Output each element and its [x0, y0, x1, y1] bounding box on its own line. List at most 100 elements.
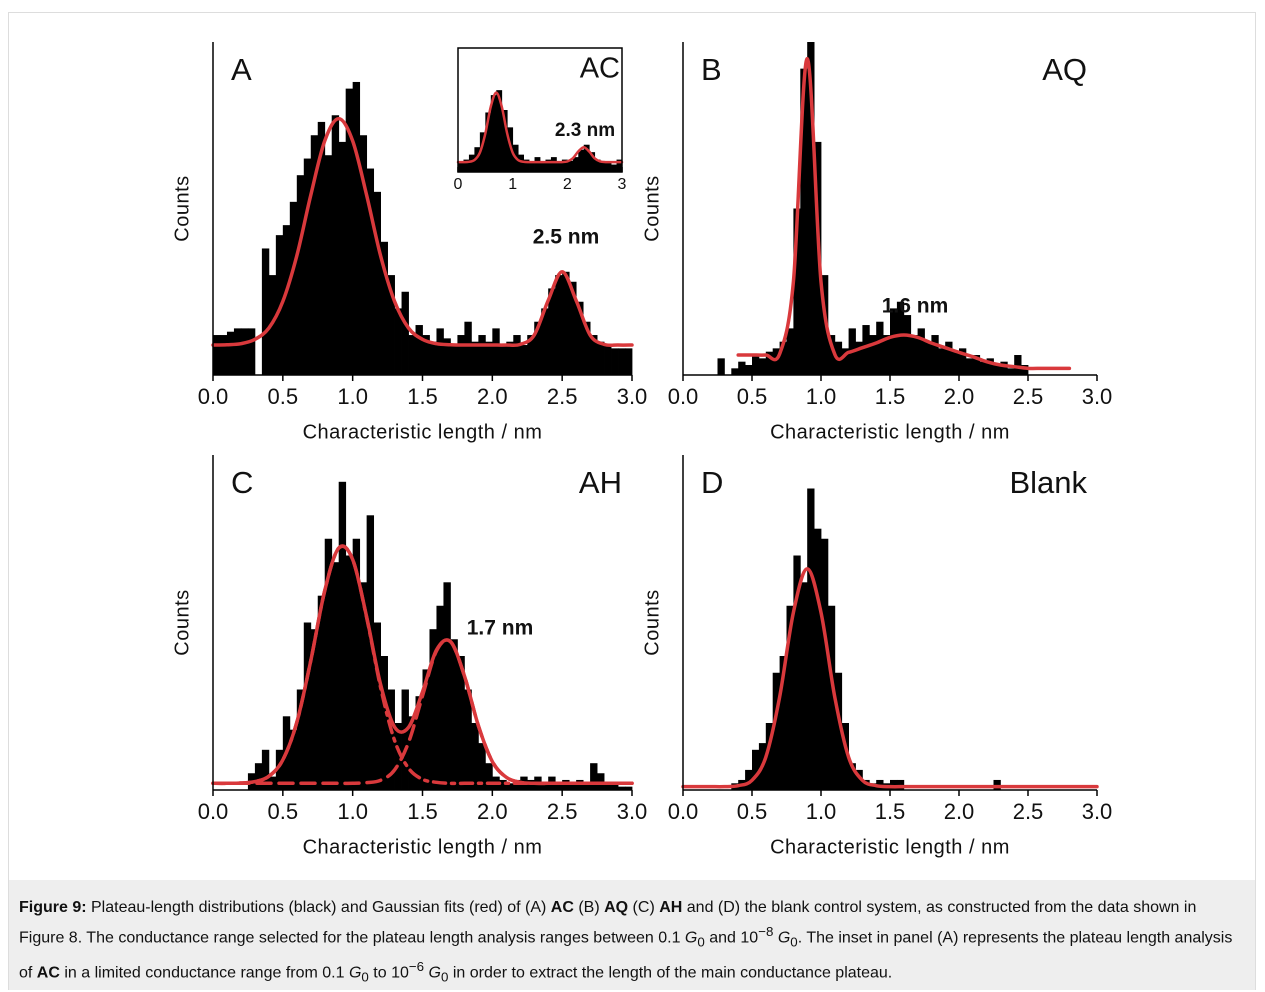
x-tick-label: 2.5 — [547, 799, 578, 824]
histogram-bar — [534, 157, 541, 172]
histogram-bar — [910, 335, 918, 375]
caption-text: AC — [550, 899, 574, 916]
histogram-bar — [841, 348, 849, 375]
histogram-bar — [583, 321, 591, 375]
histogram-bar — [394, 308, 402, 375]
panel-label: A — [231, 52, 252, 87]
x-tick-label: 0.0 — [198, 384, 229, 409]
histogram-bar — [758, 358, 767, 375]
histogram-bar — [373, 191, 381, 375]
caption-text: G — [684, 929, 698, 947]
histogram-bar — [261, 749, 270, 790]
x-tick-label: 1.5 — [875, 384, 906, 409]
histogram-bar — [247, 328, 256, 375]
caption-text: −6 — [408, 958, 425, 974]
panel-title: AQ — [1042, 52, 1087, 87]
caption-text: in order to extract the length of the ma… — [448, 963, 893, 981]
histogram-bar — [993, 365, 1001, 375]
gaussian-fit — [681, 567, 1099, 789]
histogram-bar — [324, 155, 333, 375]
histogram-bar — [254, 763, 263, 790]
histogram-bar — [903, 315, 912, 375]
histogram-bar — [527, 335, 535, 375]
caption-text: in a limited conductance range from 0.1 — [59, 963, 349, 981]
histogram-bar — [338, 481, 347, 790]
histogram-bar — [492, 328, 500, 375]
x-tick-label: 1.0 — [337, 799, 368, 824]
caption-text: (B) — [573, 899, 605, 916]
x-axis-label: Characteristic length / nm — [303, 421, 543, 443]
histogram-bar — [429, 629, 437, 790]
y-axis-label: Counts — [171, 589, 193, 655]
y-axis-label: Counts — [171, 175, 193, 241]
histogram-bar — [529, 162, 535, 172]
histogram-bar — [576, 301, 584, 375]
histogram-bar — [924, 341, 932, 375]
histogram-bar — [569, 783, 577, 790]
histogram-bar — [965, 358, 974, 375]
x-tick-label: 0.0 — [198, 799, 229, 824]
histogram-bar — [611, 164, 617, 172]
histogram-bar — [779, 341, 787, 375]
histogram-bar — [896, 301, 905, 375]
caption-text: and (D) the blank control system, as con… — [19, 899, 1197, 947]
histogram-bar — [931, 335, 939, 375]
histogram-bar — [611, 783, 619, 790]
caption-text: AQ — [604, 899, 629, 916]
panel-title: Blank — [1009, 465, 1087, 500]
histogram-bar — [303, 158, 312, 375]
histogram-bar — [345, 555, 354, 790]
histogram-bar — [387, 689, 395, 790]
histogram-bar — [394, 723, 402, 790]
histogram-bar — [436, 605, 444, 790]
histogram-bar — [303, 622, 312, 790]
histogram-bar — [752, 355, 760, 375]
caption-text: 0 — [697, 934, 705, 950]
gaussian-fit — [211, 116, 634, 348]
histogram-bar — [834, 672, 843, 790]
panel-label: D — [701, 465, 723, 500]
caption-text: G — [777, 929, 791, 947]
histogram-bar — [289, 729, 298, 790]
histogram-bar — [422, 335, 430, 375]
histogram-bar — [605, 162, 612, 172]
histogram-bar — [625, 348, 633, 375]
histogram-bar — [765, 723, 774, 790]
gaussian-fit — [456, 91, 624, 164]
histogram-bar — [485, 341, 493, 375]
histogram-bar — [541, 783, 549, 790]
histogram-bar — [772, 348, 780, 375]
histogram-bar — [890, 308, 898, 375]
histogram-bar — [380, 241, 388, 375]
histogram-bar — [800, 68, 808, 375]
histogram-bar — [1014, 355, 1022, 375]
histogram-bar — [458, 162, 464, 172]
histogram-bar — [240, 328, 249, 375]
histogram-bar — [945, 341, 953, 375]
histogram-bar — [786, 328, 794, 375]
histogram-bar — [541, 308, 549, 375]
panel: 0.0 0.5 1.0 1.5 2.0 2.5 3.0 A AC Characteristic l… — [171, 42, 647, 443]
histogram-bar — [408, 335, 416, 375]
histogram-bar — [296, 175, 305, 375]
histogram-bar — [324, 538, 333, 790]
histogram-bar — [219, 335, 228, 375]
inset-frame — [457, 47, 623, 173]
caption: Figure 9: Plateau-length distributions (… — [9, 880, 1255, 990]
histogram-bar — [572, 157, 579, 172]
histogram-bar — [471, 723, 479, 790]
histogram-bar — [485, 112, 492, 172]
histogram-bar — [534, 321, 542, 375]
histogram-bar — [550, 157, 557, 172]
histogram-bar — [499, 779, 507, 790]
histogram-bar — [765, 351, 774, 375]
histogram-bar — [772, 672, 780, 790]
histogram-bar — [352, 538, 361, 790]
panel-label: B — [701, 52, 722, 87]
y-axis-label: Counts — [641, 589, 663, 655]
histogram-bar — [443, 338, 451, 375]
y-axis-label: Counts — [641, 175, 663, 241]
caption-text: and 10 — [704, 929, 759, 947]
x-tick-label: 1 — [508, 176, 517, 193]
x-tick-label: 2.5 — [1013, 799, 1044, 824]
